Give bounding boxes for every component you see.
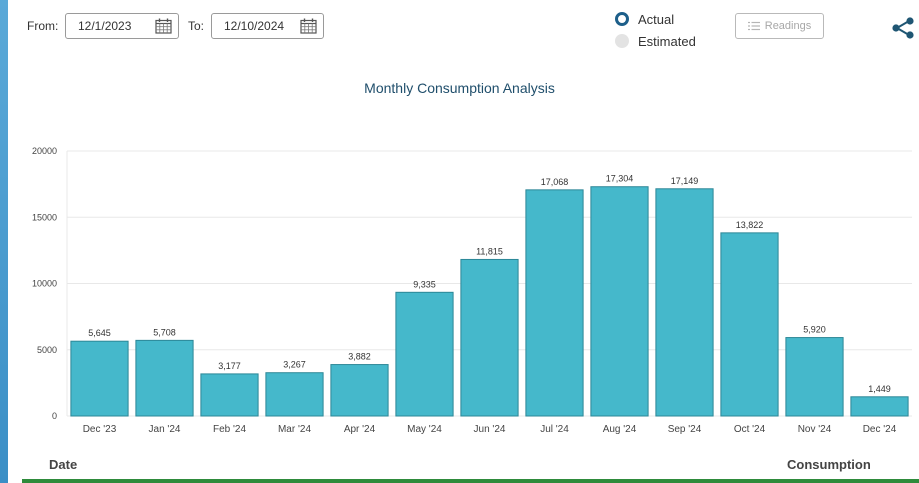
consumption-column-header[interactable]: Consumption <box>787 457 871 472</box>
x-tick-label: Dec '24 <box>863 424 897 435</box>
bar-value-label: 3,267 <box>283 360 306 370</box>
x-tick-label: Jan '24 <box>149 424 181 435</box>
y-tick-label: 0 <box>52 411 57 421</box>
bar-value-label: 1,449 <box>868 384 891 394</box>
x-tick-label: Dec '23 <box>83 424 117 435</box>
bar-value-label: 3,882 <box>348 352 371 362</box>
chart-title: Monthly Consumption Analysis <box>364 80 555 96</box>
y-tick-label: 5000 <box>37 345 57 355</box>
x-tick-label: Sep '24 <box>668 424 702 435</box>
bar <box>395 291 454 417</box>
calendar-icon[interactable] <box>155 18 172 34</box>
bar <box>200 373 259 417</box>
bar <box>655 188 714 417</box>
left-edge-accent <box>0 0 8 483</box>
bar <box>590 186 649 417</box>
list-icon <box>747 21 760 31</box>
readings-button[interactable]: Readings <box>735 13 824 39</box>
share-icon[interactable] <box>891 17 915 39</box>
estimated-radio[interactable] <box>615 34 629 48</box>
bar <box>135 339 194 417</box>
readings-button-label: Readings <box>764 20 812 32</box>
x-tick-label: Nov '24 <box>798 424 832 435</box>
y-tick-label: 10000 <box>32 279 57 289</box>
bar-value-label: 17,149 <box>671 176 699 186</box>
x-tick-label: Mar '24 <box>278 424 311 435</box>
bar <box>70 340 129 417</box>
x-tick-label: Jul '24 <box>540 424 569 435</box>
bar-value-label: 17,304 <box>606 174 634 184</box>
from-date-field[interactable] <box>65 13 179 39</box>
to-label: To: <box>188 19 205 33</box>
from-label: From: <box>27 19 59 33</box>
x-tick-label: Aug '24 <box>603 424 637 435</box>
to-date-input[interactable] <box>224 14 300 38</box>
bar-value-label: 9,335 <box>413 279 436 289</box>
to-date-field[interactable] <box>211 13 324 39</box>
bar <box>850 396 909 417</box>
y-tick-label: 20000 <box>32 146 57 156</box>
x-tick-label: Feb '24 <box>213 424 246 435</box>
bar-value-label: 11,815 <box>476 246 503 256</box>
actual-radio[interactable] <box>615 12 629 26</box>
bar <box>720 232 779 417</box>
estimated-radio-label[interactable]: Estimated <box>638 34 696 49</box>
bar-value-label: 17,068 <box>541 177 569 187</box>
y-tick-label: 15000 <box>32 212 57 222</box>
bar-value-label: 13,822 <box>736 220 764 230</box>
calendar-icon[interactable] <box>300 18 317 34</box>
bar <box>330 364 389 417</box>
bar <box>525 189 584 417</box>
bar-value-label: 5,708 <box>153 327 176 337</box>
bar <box>785 337 844 417</box>
actual-radio-label[interactable]: Actual <box>638 12 675 27</box>
x-tick-label: Apr '24 <box>344 424 376 435</box>
from-date-input[interactable] <box>78 14 154 38</box>
bar-value-label: 3,177 <box>218 361 241 371</box>
bar <box>460 258 519 417</box>
table-header-divider <box>22 479 919 483</box>
x-tick-label: May '24 <box>407 424 442 435</box>
x-tick-label: Oct '24 <box>734 424 766 435</box>
bar <box>265 372 324 417</box>
bar-value-label: 5,920 <box>803 325 826 335</box>
bar-value-label: 5,645 <box>88 328 111 338</box>
date-column-header[interactable]: Date <box>49 457 78 472</box>
x-tick-label: Jun '24 <box>474 424 506 435</box>
